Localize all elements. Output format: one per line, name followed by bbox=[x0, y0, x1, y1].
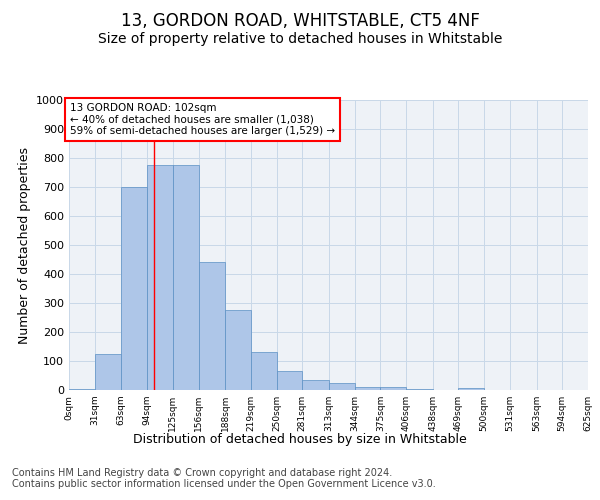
Y-axis label: Number of detached properties: Number of detached properties bbox=[17, 146, 31, 344]
Bar bbox=[173, 166, 199, 390]
Bar bbox=[277, 371, 302, 390]
Text: 13, GORDON ROAD, WHITSTABLE, CT5 4NF: 13, GORDON ROAD, WHITSTABLE, CT5 4NF bbox=[121, 12, 479, 30]
Bar bbox=[225, 310, 251, 390]
Text: 13 GORDON ROAD: 102sqm
← 40% of detached houses are smaller (1,038)
59% of semi-: 13 GORDON ROAD: 102sqm ← 40% of detached… bbox=[70, 103, 335, 136]
Bar bbox=[302, 380, 329, 390]
Bar bbox=[95, 354, 121, 390]
Bar bbox=[121, 187, 147, 390]
Text: Size of property relative to detached houses in Whitstable: Size of property relative to detached ho… bbox=[98, 32, 502, 46]
Text: Contains HM Land Registry data © Crown copyright and database right 2024.
Contai: Contains HM Land Registry data © Crown c… bbox=[12, 468, 436, 489]
Bar bbox=[380, 386, 406, 390]
Bar bbox=[355, 386, 380, 390]
Bar bbox=[251, 352, 277, 390]
Bar bbox=[329, 383, 355, 390]
Bar bbox=[458, 388, 484, 390]
Bar bbox=[69, 388, 95, 390]
Text: Distribution of detached houses by size in Whitstable: Distribution of detached houses by size … bbox=[133, 432, 467, 446]
Bar bbox=[147, 166, 173, 390]
Bar bbox=[406, 388, 433, 390]
Bar bbox=[199, 262, 225, 390]
